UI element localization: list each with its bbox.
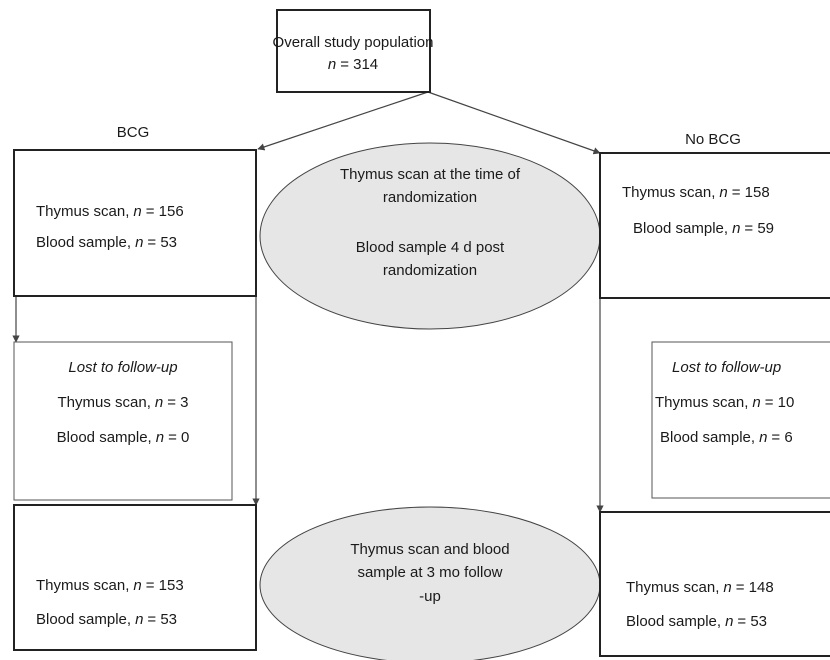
timepoint-ellipse <box>259 506 601 660</box>
group-label: BCG <box>117 124 150 141</box>
count-line: Blood sample, n = 59 <box>633 220 774 237</box>
timepoint-text: randomization <box>383 262 477 279</box>
lost-box <box>13 341 233 501</box>
followup-box <box>599 511 830 657</box>
timepoint-text: Thymus scan at the time of <box>340 166 521 183</box>
arrow <box>427 91 601 155</box>
timepoint-text: -up <box>419 588 441 605</box>
lost-title: Lost to follow-up <box>672 359 781 376</box>
baseline-box <box>599 152 830 299</box>
count-line: Blood sample, n = 53 <box>36 611 177 628</box>
count-line: Thymus scan, n = 156 <box>36 203 184 220</box>
lost-box <box>651 341 830 499</box>
count-line: Thymus scan, n = 3 <box>58 394 189 411</box>
count-line: Thymus scan, n = 148 <box>626 579 774 596</box>
timepoint-text: randomization <box>383 189 477 206</box>
count-line: Blood sample, n = 53 <box>626 613 767 630</box>
followup-box <box>13 504 257 651</box>
count-line: Thymus scan, n = 158 <box>622 184 770 201</box>
timepoint-text: sample at 3 mo follow <box>357 564 502 581</box>
count-line: Blood sample, n = 6 <box>660 429 793 446</box>
lost-title: Lost to follow-up <box>68 359 177 376</box>
count-line: Thymus scan, n = 153 <box>36 577 184 594</box>
count-line: Blood sample, n = 53 <box>36 234 177 251</box>
count-line: Thymus scan, n = 10 <box>655 394 794 411</box>
timepoint-text: Blood sample 4 d post <box>356 239 505 256</box>
count-line: Blood sample, n = 0 <box>57 429 190 446</box>
timepoint-text: Thymus scan and blood <box>350 541 509 558</box>
population-count: n = 314 <box>328 56 378 73</box>
baseline-box <box>13 149 257 297</box>
arrow <box>257 91 429 151</box>
population-box <box>276 9 431 93</box>
population-title: Overall study population <box>273 34 434 51</box>
group-label: No BCG <box>685 131 741 148</box>
